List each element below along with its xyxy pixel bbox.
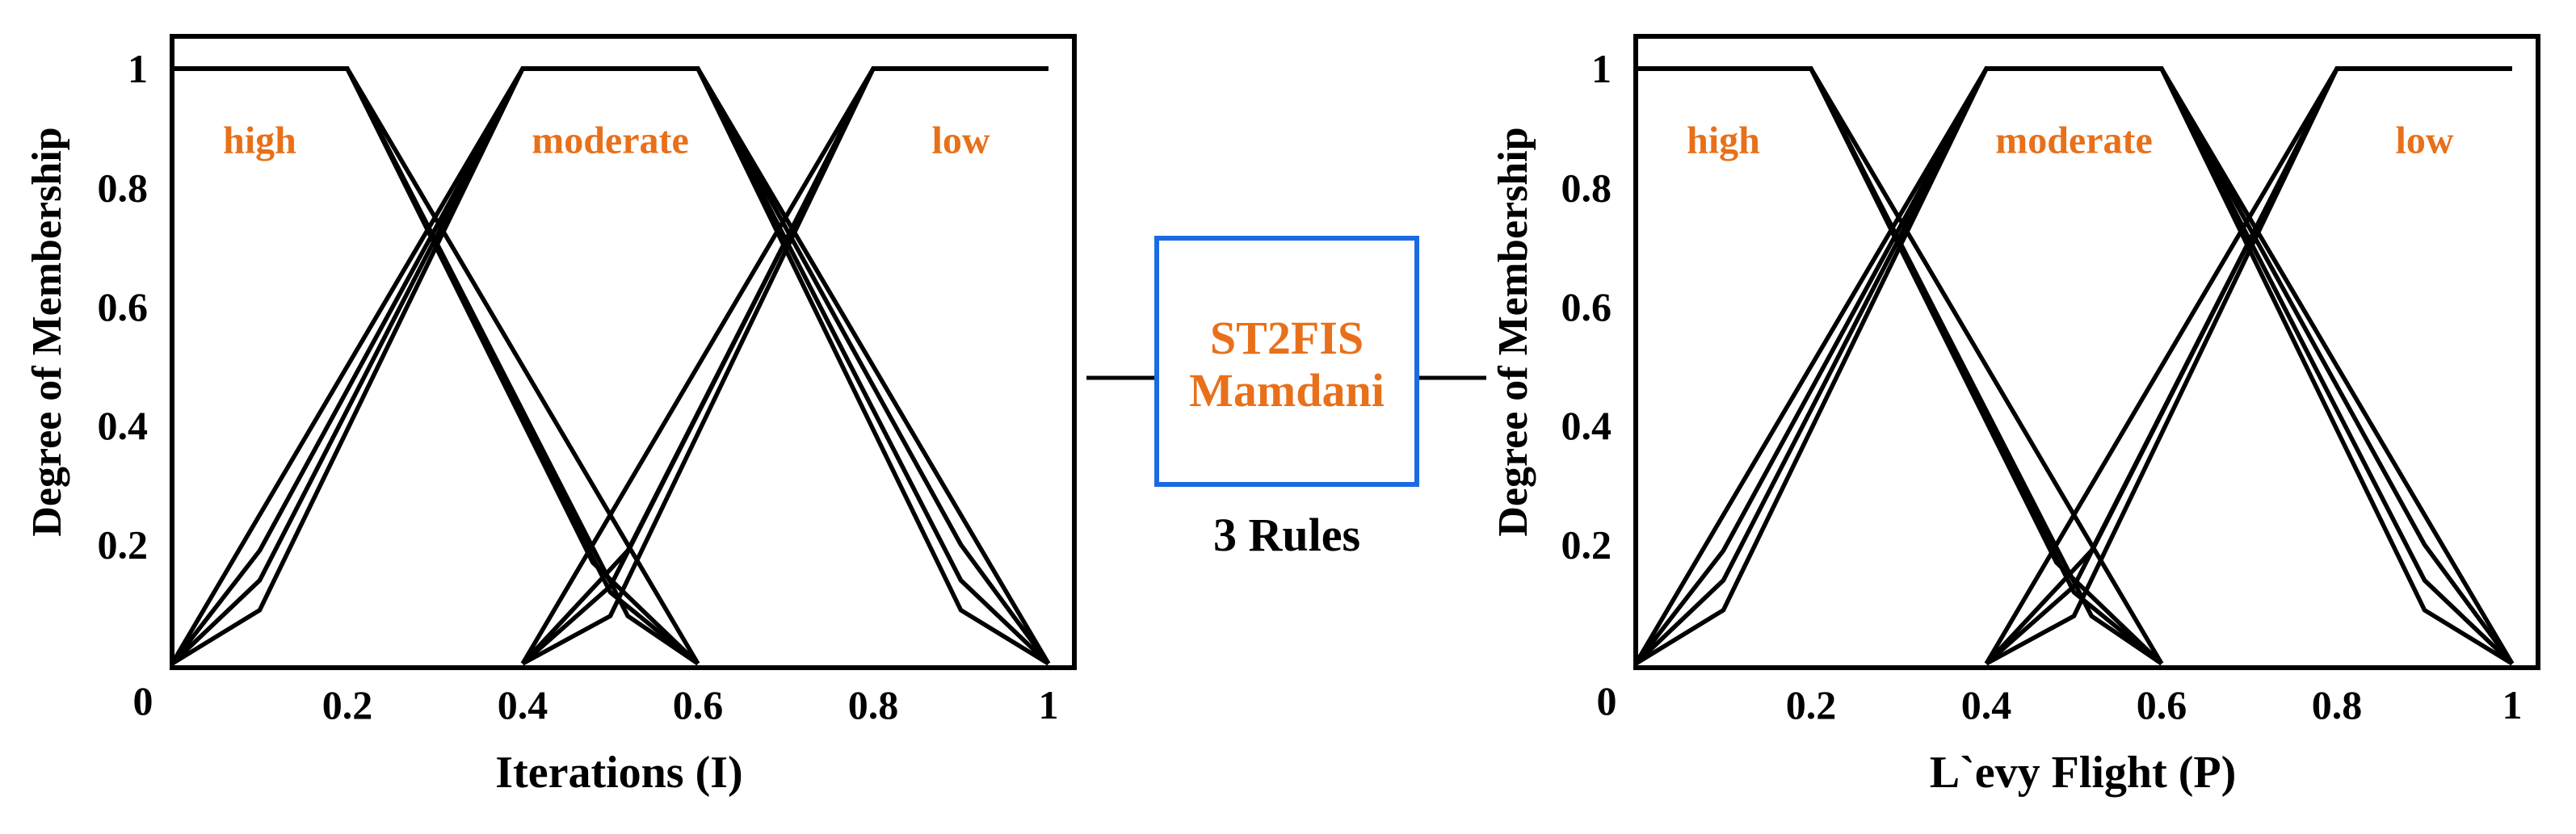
y-tick-label: 0.8 <box>98 165 149 210</box>
y-tick-label: 0.2 <box>1561 522 1612 568</box>
y-tick-label: 0.6 <box>98 284 149 329</box>
membership-curve-8 <box>170 66 1050 666</box>
y-tick-label: 0.8 <box>1561 165 1612 210</box>
st2fis-box <box>1154 236 1419 487</box>
set-label-high: high <box>223 119 296 161</box>
y-tick-label: 0.4 <box>98 403 149 448</box>
y-tick-label: 1 <box>1591 46 1612 91</box>
rules-label: 3 Rules <box>1213 509 1360 561</box>
y-tick-label: 0.6 <box>1561 284 1612 329</box>
membership-curve-12 <box>520 66 1048 665</box>
y-tick-label: 0.4 <box>1561 403 1612 448</box>
membership-curve-12 <box>1984 66 2512 665</box>
x-tick-label: 1 <box>1039 682 1059 727</box>
x-tick-label: 0 <box>1597 678 1617 723</box>
x-tick-label: 0.8 <box>848 682 899 727</box>
x-axis-label: Iterations (I) <box>495 748 742 798</box>
set-label-moderate: moderate <box>532 119 689 161</box>
fis-block: ST2FIS Mamdani 3 Rules <box>1086 236 1486 561</box>
membership-curve-4 <box>1636 66 2163 665</box>
y-tick-label: 1 <box>128 46 148 91</box>
set-label-high: high <box>1687 119 1760 161</box>
plot-frame <box>1633 34 2540 670</box>
x-tick-label: 1 <box>2502 682 2523 727</box>
st2fis-label: ST2FIS <box>1210 312 1364 364</box>
x-tick-label: 0.6 <box>2137 682 2187 727</box>
x-tick-label: 0.8 <box>2312 682 2363 727</box>
set-label-low: low <box>2396 119 2454 161</box>
y-axis-label: Degree of Membership <box>24 127 70 536</box>
x-tick-label: 0.4 <box>498 682 548 727</box>
x-tick-label: 0.4 <box>1961 682 2012 727</box>
x-tick-label: 0.6 <box>673 682 724 727</box>
set-label-low: low <box>932 119 990 161</box>
y-tick-label: 0.2 <box>98 522 149 568</box>
x-axis-label: L`evy Flight (P) <box>1930 748 2236 798</box>
plot-frame <box>170 34 1077 670</box>
x-tick-label: 0.2 <box>322 682 373 727</box>
iterations-membership-chart: 0 0.2 0.4 0.6 0.8 1 0.2 0.4 0.6 0.8 1 high moderate l… <box>24 34 1077 798</box>
membership-curve-8 <box>1634 66 2514 666</box>
y-axis-label: Degree of Membership <box>1490 127 1536 536</box>
x-tick-label: 0 <box>133 678 153 723</box>
x-tick-label: 0.2 <box>1786 682 1837 727</box>
mamdani-label: Mamdani <box>1189 364 1385 417</box>
levy-flight-membership-chart: 0 0.2 0.4 0.6 0.8 1 0.2 0.4 0.6 0.8 1 high moderate l… <box>1490 34 2540 798</box>
membership-curve-4 <box>172 66 700 665</box>
set-label-moderate: moderate <box>1995 119 2153 161</box>
